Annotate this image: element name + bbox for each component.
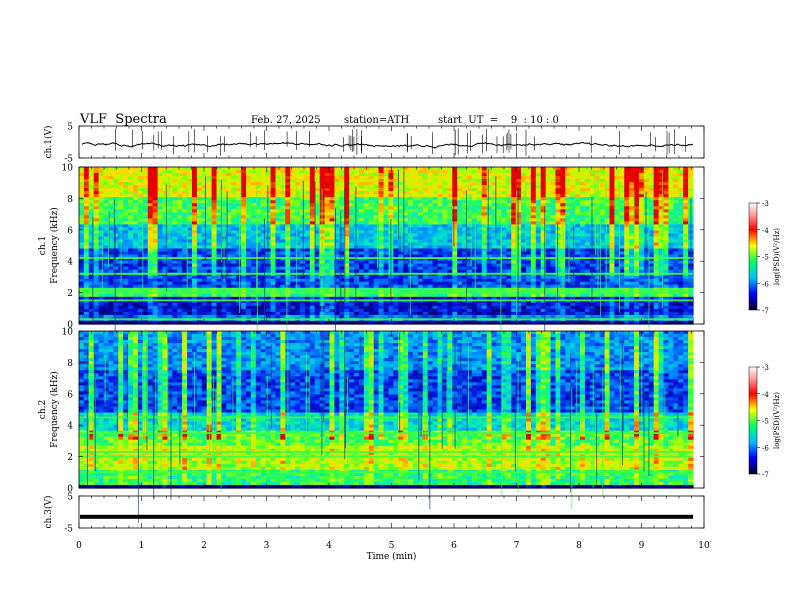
ch1-spectrogram-band [79, 272, 693, 275]
ch2-colorbar-label: log(PSD)(V²/Hz) [773, 392, 781, 449]
ch1-colorbar-tick-label: -3 [762, 200, 769, 208]
x-tick-label: 6 [451, 541, 457, 551]
ch1-spec-ytick-label: 10 [62, 164, 74, 174]
ch2-spectrogram-streaks [86, 332, 679, 523]
ch2-spec-ylabel-ch: ch.2 [38, 400, 48, 419]
x-tick-label: 2 [201, 541, 207, 551]
ch2-spec-ytick-label: 6 [67, 390, 73, 400]
ch1-spec-ylabel-ch: ch.1 [38, 236, 48, 255]
ch2-colorbar-tick-label: -4 [762, 391, 769, 399]
ch3w-xticks [78, 496, 705, 528]
ch1-spec-ytick-label: 8 [67, 195, 73, 205]
x-tick-label: 7 [514, 541, 520, 551]
s2-xticks [78, 331, 705, 488]
ch3-waveform-ylabel: ch.3(V) [43, 496, 54, 529]
ch1-wave-ytick-label: 5 [67, 123, 73, 133]
ch1-wave-ytick-label: -5 [64, 155, 73, 165]
ch2-spec-ytick-label: 10 [62, 328, 74, 338]
ch1-spectrogram-cells [79, 167, 704, 363]
ch1-spec-ylabel-freq: Frequency (kHz) [49, 207, 60, 284]
x-tick-label: 10 [698, 541, 710, 551]
ch2-spec-ytick-label: 8 [67, 359, 73, 369]
ch1-spectrogram-bands [79, 257, 693, 321]
ch1-spectrogram-streaks [92, 167, 692, 363]
ch1-spec-ytick-label: 2 [67, 289, 73, 299]
figure-title: VLF Spectra [80, 112, 167, 127]
ch2-spectrogram-band [79, 432, 693, 435]
ch2-spectrogram-band [79, 450, 693, 453]
ch1-colorbar [748, 202, 758, 311]
ch1w-xticks [78, 126, 705, 158]
ch1-spectrogram-band [79, 318, 693, 321]
ch1-spec-ytick-label: 0 [67, 321, 73, 331]
ch1-colorbar-tick-label: -6 [762, 280, 769, 288]
ch1-colorbar-tick-label: -4 [762, 227, 769, 235]
ch1-colorbar-label: log(PSD)(V²/Hz) [773, 228, 781, 285]
ch2-spec-ytick-label: 0 [67, 485, 73, 495]
x-tick-label: 1 [139, 541, 145, 551]
ch1-spectrogram-band [79, 257, 693, 260]
s1-xticks [78, 167, 705, 324]
ch1-waveform-ylabel: ch.1(V) [43, 126, 54, 159]
ch2-colorbar-tick-label: -5 [762, 418, 769, 426]
ch2-spectrogram-bands [79, 416, 693, 474]
ch3-waveform-line [80, 514, 693, 519]
ch3-wave-ytick-label: -5 [64, 525, 73, 535]
x-tick-label: 8 [576, 541, 582, 551]
x-tick-label: 0 [76, 541, 82, 551]
ch2-spectrogram-band [79, 471, 693, 474]
ch1-colorbar-tick-label: -7 [762, 307, 769, 315]
ch2-spectrogram-cells [79, 331, 704, 523]
x-axis-label: Time (min) [367, 551, 417, 562]
ch2-colorbar [748, 366, 758, 475]
x-tick-label: 3 [264, 541, 270, 551]
ch2-colorbar-tick-label: -3 [762, 364, 769, 372]
ch2-spectrogram-band [79, 416, 693, 419]
ch2-spec-ylabel-freq: Frequency (kHz) [49, 371, 60, 448]
start-time-label: start UT = 9 : 10 : 0 [438, 115, 559, 126]
x-tick-label: 4 [326, 541, 332, 551]
date-label: Feb. 27, 2025 [251, 115, 321, 126]
ch3-wave-ytick-label: 5 [67, 493, 73, 503]
ch1-spectrogram-band [79, 299, 693, 302]
ch1-spectrogram-band [79, 288, 693, 291]
ch2-spec-ytick-label: 4 [67, 422, 73, 432]
ch2-colorbar-tick-label: -6 [762, 444, 769, 452]
ch1-spec-ytick-label: 4 [67, 258, 73, 268]
ch2-spec-ytick-label: 2 [67, 453, 73, 463]
x-tick-label: 9 [639, 541, 645, 551]
ch1-spec-ytick-label: 6 [67, 226, 73, 236]
ch1-colorbar-tick-label: -5 [762, 254, 769, 262]
ch2-colorbar-tick-label: -7 [762, 471, 769, 479]
ch1-spectrogram-band [79, 291, 693, 294]
station-label: station=ATH [344, 115, 410, 126]
ch1-waveform-spikes [115, 128, 686, 156]
ch2-spectrogram-band [79, 455, 693, 458]
x-tick-label: 5 [389, 541, 395, 551]
